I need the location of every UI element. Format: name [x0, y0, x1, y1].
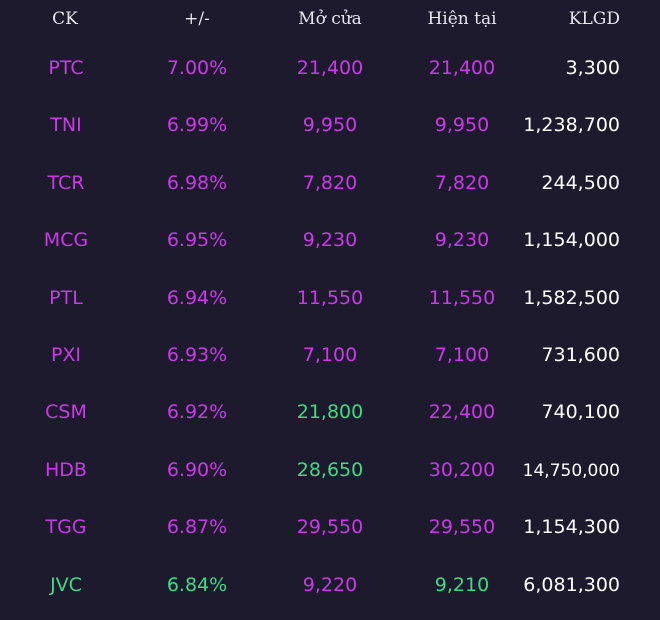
header-current: Hiện tại: [427, 9, 497, 29]
volume-cell: 1,154,300: [523, 516, 620, 539]
change-cell: 6.92%: [166, 401, 228, 424]
current-price-cell: 11,550: [428, 286, 496, 309]
table-row[interactable]: PTC 7.00% 21,400 21,400 3,300: [0, 40, 660, 97]
table-header: CK +/- Mở cửa Hiện tại KLGD: [0, 0, 660, 40]
change-cell: 6.99%: [166, 114, 228, 137]
table-row[interactable]: CSM 6.92% 21,800 22,400 740,100: [0, 384, 660, 441]
table-row[interactable]: TCR 6.98% 7,820 7,820 244,500: [0, 155, 660, 212]
change-cell: 6.93%: [166, 343, 228, 366]
open-price-cell: 28,650: [296, 458, 364, 481]
table-row[interactable]: TGG 6.87% 29,550 29,550 1,154,300: [0, 499, 660, 556]
volume-cell: 731,600: [541, 343, 620, 366]
current-price-cell: 29,550: [428, 516, 496, 539]
open-price-cell: 29,550: [296, 516, 364, 539]
table-body: PTC 7.00% 21,400 21,400 3,300 TNI 6.99% …: [0, 40, 660, 614]
change-cell: 6.84%: [166, 573, 228, 596]
volume-cell: 3,300: [565, 57, 620, 79]
ticker-cell: TNI: [50, 114, 82, 137]
table-row[interactable]: MCG 6.95% 9,230 9,230 1,154,000: [0, 212, 660, 269]
ticker-cell: HDB: [45, 458, 87, 481]
current-price-cell: 22,400: [428, 401, 496, 424]
change-cell: 6.87%: [166, 516, 228, 539]
header-open: Mở cửa: [298, 9, 362, 29]
ticker-cell: CSM: [45, 401, 87, 424]
ticker-cell: PTL: [49, 286, 83, 309]
header-change: +/-: [184, 9, 210, 29]
open-price-cell: 7,820: [302, 171, 358, 194]
ticker-cell: PTC: [48, 57, 84, 79]
open-price-cell: 9,220: [302, 573, 358, 596]
volume-cell: 244,500: [541, 171, 620, 194]
open-price-cell: 9,230: [302, 229, 358, 252]
current-price-cell: 30,200: [428, 458, 496, 481]
ticker-cell: TGG: [45, 516, 87, 539]
current-price-cell: 9,230: [434, 229, 490, 252]
header-volume: KLGD: [568, 9, 620, 29]
current-price-cell: 9,210: [434, 573, 490, 596]
table-row[interactable]: HDB 6.90% 28,650 30,200 14,750,000: [0, 442, 660, 499]
open-price-cell: 21,400: [296, 57, 364, 79]
change-cell: 6.95%: [166, 229, 228, 252]
current-price-cell: 7,100: [434, 343, 490, 366]
ticker-cell: MCG: [43, 229, 89, 252]
open-price-cell: 21,800: [296, 401, 364, 424]
volume-cell: 1,582,500: [523, 286, 620, 309]
change-cell: 7.00%: [166, 57, 228, 79]
table-row[interactable]: PTL 6.94% 11,550 11,550 1,582,500: [0, 270, 660, 327]
change-cell: 6.90%: [166, 458, 228, 481]
table-row[interactable]: JVC 6.84% 9,220 9,210 6,081,300: [0, 557, 660, 614]
volume-cell: 1,238,700: [523, 114, 620, 137]
current-price-cell: 7,820: [434, 171, 490, 194]
open-price-cell: 9,950: [302, 114, 358, 137]
current-price-cell: 9,950: [434, 114, 490, 137]
current-price-cell: 21,400: [428, 57, 496, 79]
open-price-cell: 11,550: [296, 286, 364, 309]
ticker-cell: PXI: [50, 343, 82, 366]
change-cell: 6.98%: [166, 171, 228, 194]
volume-cell: 14,750,000: [522, 460, 620, 481]
ticker-cell: TCR: [47, 171, 85, 194]
header-ck: CK: [52, 9, 78, 29]
table-row[interactable]: PXI 6.93% 7,100 7,100 731,600: [0, 327, 660, 384]
volume-cell: 740,100: [541, 401, 620, 424]
volume-cell: 1,154,000: [523, 229, 620, 252]
change-cell: 6.94%: [166, 286, 228, 309]
open-price-cell: 7,100: [302, 343, 358, 366]
volume-cell: 6,081,300: [523, 573, 620, 596]
table-row[interactable]: TNI 6.99% 9,950 9,950 1,238,700: [0, 97, 660, 154]
ticker-cell: JVC: [50, 573, 82, 596]
